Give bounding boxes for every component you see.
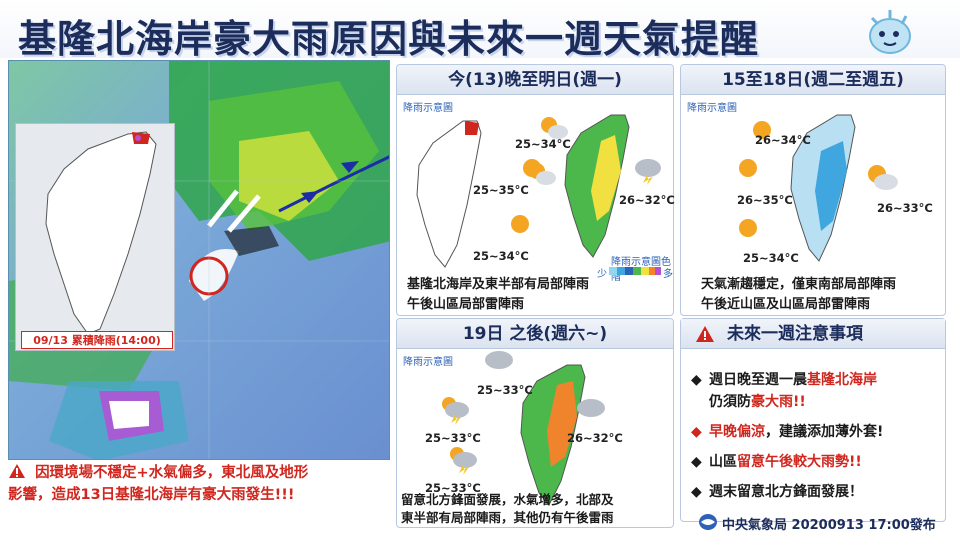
raindrop-mascot-icon [869,10,911,54]
item-highlight: 豪大雨!! [751,394,806,410]
panel-sub: 降雨示意圖 [403,103,453,114]
notice-item: ◆ 週末留意北方鋒面發展！ [687,481,943,503]
cwb-logo-icon [699,514,717,530]
rain-legend-bar [609,267,661,275]
item-text: ，建議添加薄外套! [765,424,884,440]
item-highlight: 留意午後較大雨勢!! [737,454,862,470]
thunderstorm-icon [450,447,477,475]
sun-icon [753,121,771,139]
item-text: 週末留意北方鋒面發展！ [709,484,863,500]
item-text: 仍須防 [709,394,751,410]
temp-1: 25~34°C [515,137,571,151]
temp-2: 25~35°C [473,183,529,197]
item-text: 山區 [709,454,737,470]
taiwan-rain-map-icon [790,114,856,262]
partly-cloudy-icon [541,117,568,139]
warning-icon [9,464,25,478]
panel-title: 15至18日(週二至週五) [681,65,945,95]
bullet-icon: ◆ [691,454,702,470]
cloud-rain-icon [577,399,605,417]
inset-label: 09/13 累積降雨(14:00) [21,331,173,349]
cloud-rain-icon [485,351,513,369]
panel-desc: 基隆北海岸及東半部有局部陣雨 午後山區局部雷陣雨 [407,275,671,315]
notice-panel: 未來一週注意事項 ◆ 週日晚至週一晨基隆北海岸 仍須防豪大雨!! ◆ 早晚偏涼，… [680,318,946,522]
panel-title: 19日 之後(週六~) [397,319,673,349]
temp-1: 26~34°C [755,133,811,147]
taiwan-map-icon [45,131,157,335]
thunderstorm-icon [635,159,661,185]
sun-icon [739,159,757,177]
temp-1: 25~33°C [477,383,533,397]
desc-line-2: 午後近山區及山區局部雷陣雨 [701,297,871,312]
desc-line-1: 基隆北海岸及東半部有局部陣雨 [407,277,590,292]
desc-line-2: 午後山區局部雷陣雨 [407,297,525,312]
temp-4: 26~32°C [567,431,623,445]
sun-icon [739,219,757,237]
bullet-icon: ◆ [691,424,702,440]
taiwan-rain-map-icon [520,364,586,506]
page-title: 基隆北海岸豪大雨原因與未來一週天氣提醒 [18,17,760,61]
panel-sub: 降雨示意圖 [403,357,453,368]
notice-item: ◆ 山區留意午後較大雨勢!! [687,451,943,473]
partly-cloudy-icon [868,165,898,190]
item-text: 週日晚至週一晨 [709,372,807,388]
item-highlight: 基隆北海岸 [807,372,877,388]
desc-line-2: 東半部有局部陣雨，其他仍有午後雷雨 [401,510,614,525]
rain-inset-map [15,123,175,351]
panel-weekend: 19日 之後(週六~) 降雨示意圖 25~33°C 25~33°C 25~33°… [396,318,674,528]
partly-cloudy-icon [529,163,556,185]
agency-text: 中央氣象局 20200913 17:00發布 [722,518,936,533]
notice-item: ◆ 週日晚至週一晨基隆北海岸 仍須防豪大雨!! [687,369,943,413]
header: 基隆北海岸豪大雨原因與未來一週天氣提醒 [0,0,960,61]
legend-high: 多 [663,269,673,280]
desc-line-1: 留意北方鋒面發展，水氣增多，北部及 [401,492,614,507]
bullet-icon: ◆ [691,484,702,500]
bullet-icon: ◆ [691,372,702,388]
legend-low: 少 [597,269,607,280]
temp-4: 26~32°C [619,193,675,207]
item-highlight: 早晚偏涼 [709,424,765,440]
satellite-image: 09/13 累積降雨(14:00) [8,60,390,460]
note-line-2: 影響，造成13日基隆北海岸有豪大雨發生!!! [8,487,295,503]
panel-desc: 天氣漸趨穩定，僅東南部局部陣雨 午後近山區及山區局部雷陣雨 [701,275,945,315]
taiwan-rain-map-icon [564,114,630,258]
temp-2: 26~35°C [737,193,793,207]
footer: 中央氣象局 20200913 17:00發布 [690,512,952,534]
legend-title: 降雨示意圖色階 [611,257,671,283]
notice-item: ◆ 早晚偏涼，建議添加薄外套! [687,421,943,443]
panel-tonight: 今(13)晚至明日(週一) 降雨示意圖 25~34°C 25~35°C 25~3… [396,64,675,316]
notice-title: 未來一週注意事項 [681,319,945,349]
sun-icon [511,215,529,233]
thunderstorm-icon [442,397,469,425]
panel-midweek: 15至18日(週二至週五) 降雨示意圖 26~34°C 26~35°C 25~3… [680,64,946,316]
temp-3: 25~33°C [425,481,481,495]
desc-line-1: 天氣漸趨穩定，僅東南部局部陣雨 [701,277,897,292]
temp-3: 25~34°C [473,249,529,263]
panel-desc: 留意北方鋒面發展，水氣增多，北部及 東半部有局部陣雨，其他仍有午後雷雨 [401,491,673,527]
warning-icon [696,326,714,342]
temp-3: 25~34°C [743,251,799,265]
cause-note: 因環境場不穩定+水氣偏多，東北風及地形 影響，造成13日基隆北海岸有豪大雨發生!… [8,462,390,526]
note-line-1: 因環境場不穩定+水氣偏多，東北風及地形 [35,465,309,481]
panel-sub: 降雨示意圖 [687,103,737,114]
taiwan-map-icon [416,120,482,268]
notice-list: ◆ 週日晚至週一晨基隆北海岸 仍須防豪大雨!! ◆ 早晚偏涼，建議添加薄外套! … [687,369,943,511]
temp-4: 26~33°C [877,201,933,215]
temp-2: 25~33°C [425,431,481,445]
panel-title: 今(13)晚至明日(週一) [397,65,673,95]
notice-title-text: 未來一週注意事項 [727,324,863,344]
